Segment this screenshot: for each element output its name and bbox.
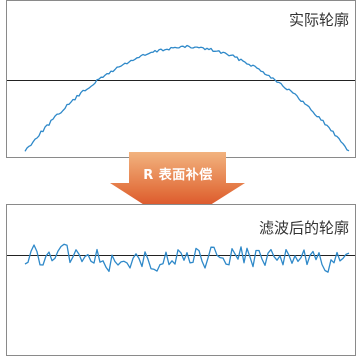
actual-profile-panel: 实际轮廓 <box>6 0 356 158</box>
actual-profile-plot <box>24 44 350 152</box>
actual-profile-label: 实际轮廓 <box>288 11 349 29</box>
filtered-profile-label: 滤波后的轮廓 <box>258 219 349 237</box>
r-surface-compensation-label: R 表面补偿 <box>143 168 213 183</box>
bottom-reference-line <box>7 255 355 256</box>
top-reference-line <box>7 80 355 81</box>
filtered-profile-plot <box>24 243 350 273</box>
filtered-profile-curve <box>24 243 350 273</box>
filtered-profile-panel: 滤波后的轮廓 <box>6 204 356 356</box>
compensation-arrow <box>110 152 245 226</box>
actual-profile-curve <box>24 44 350 152</box>
